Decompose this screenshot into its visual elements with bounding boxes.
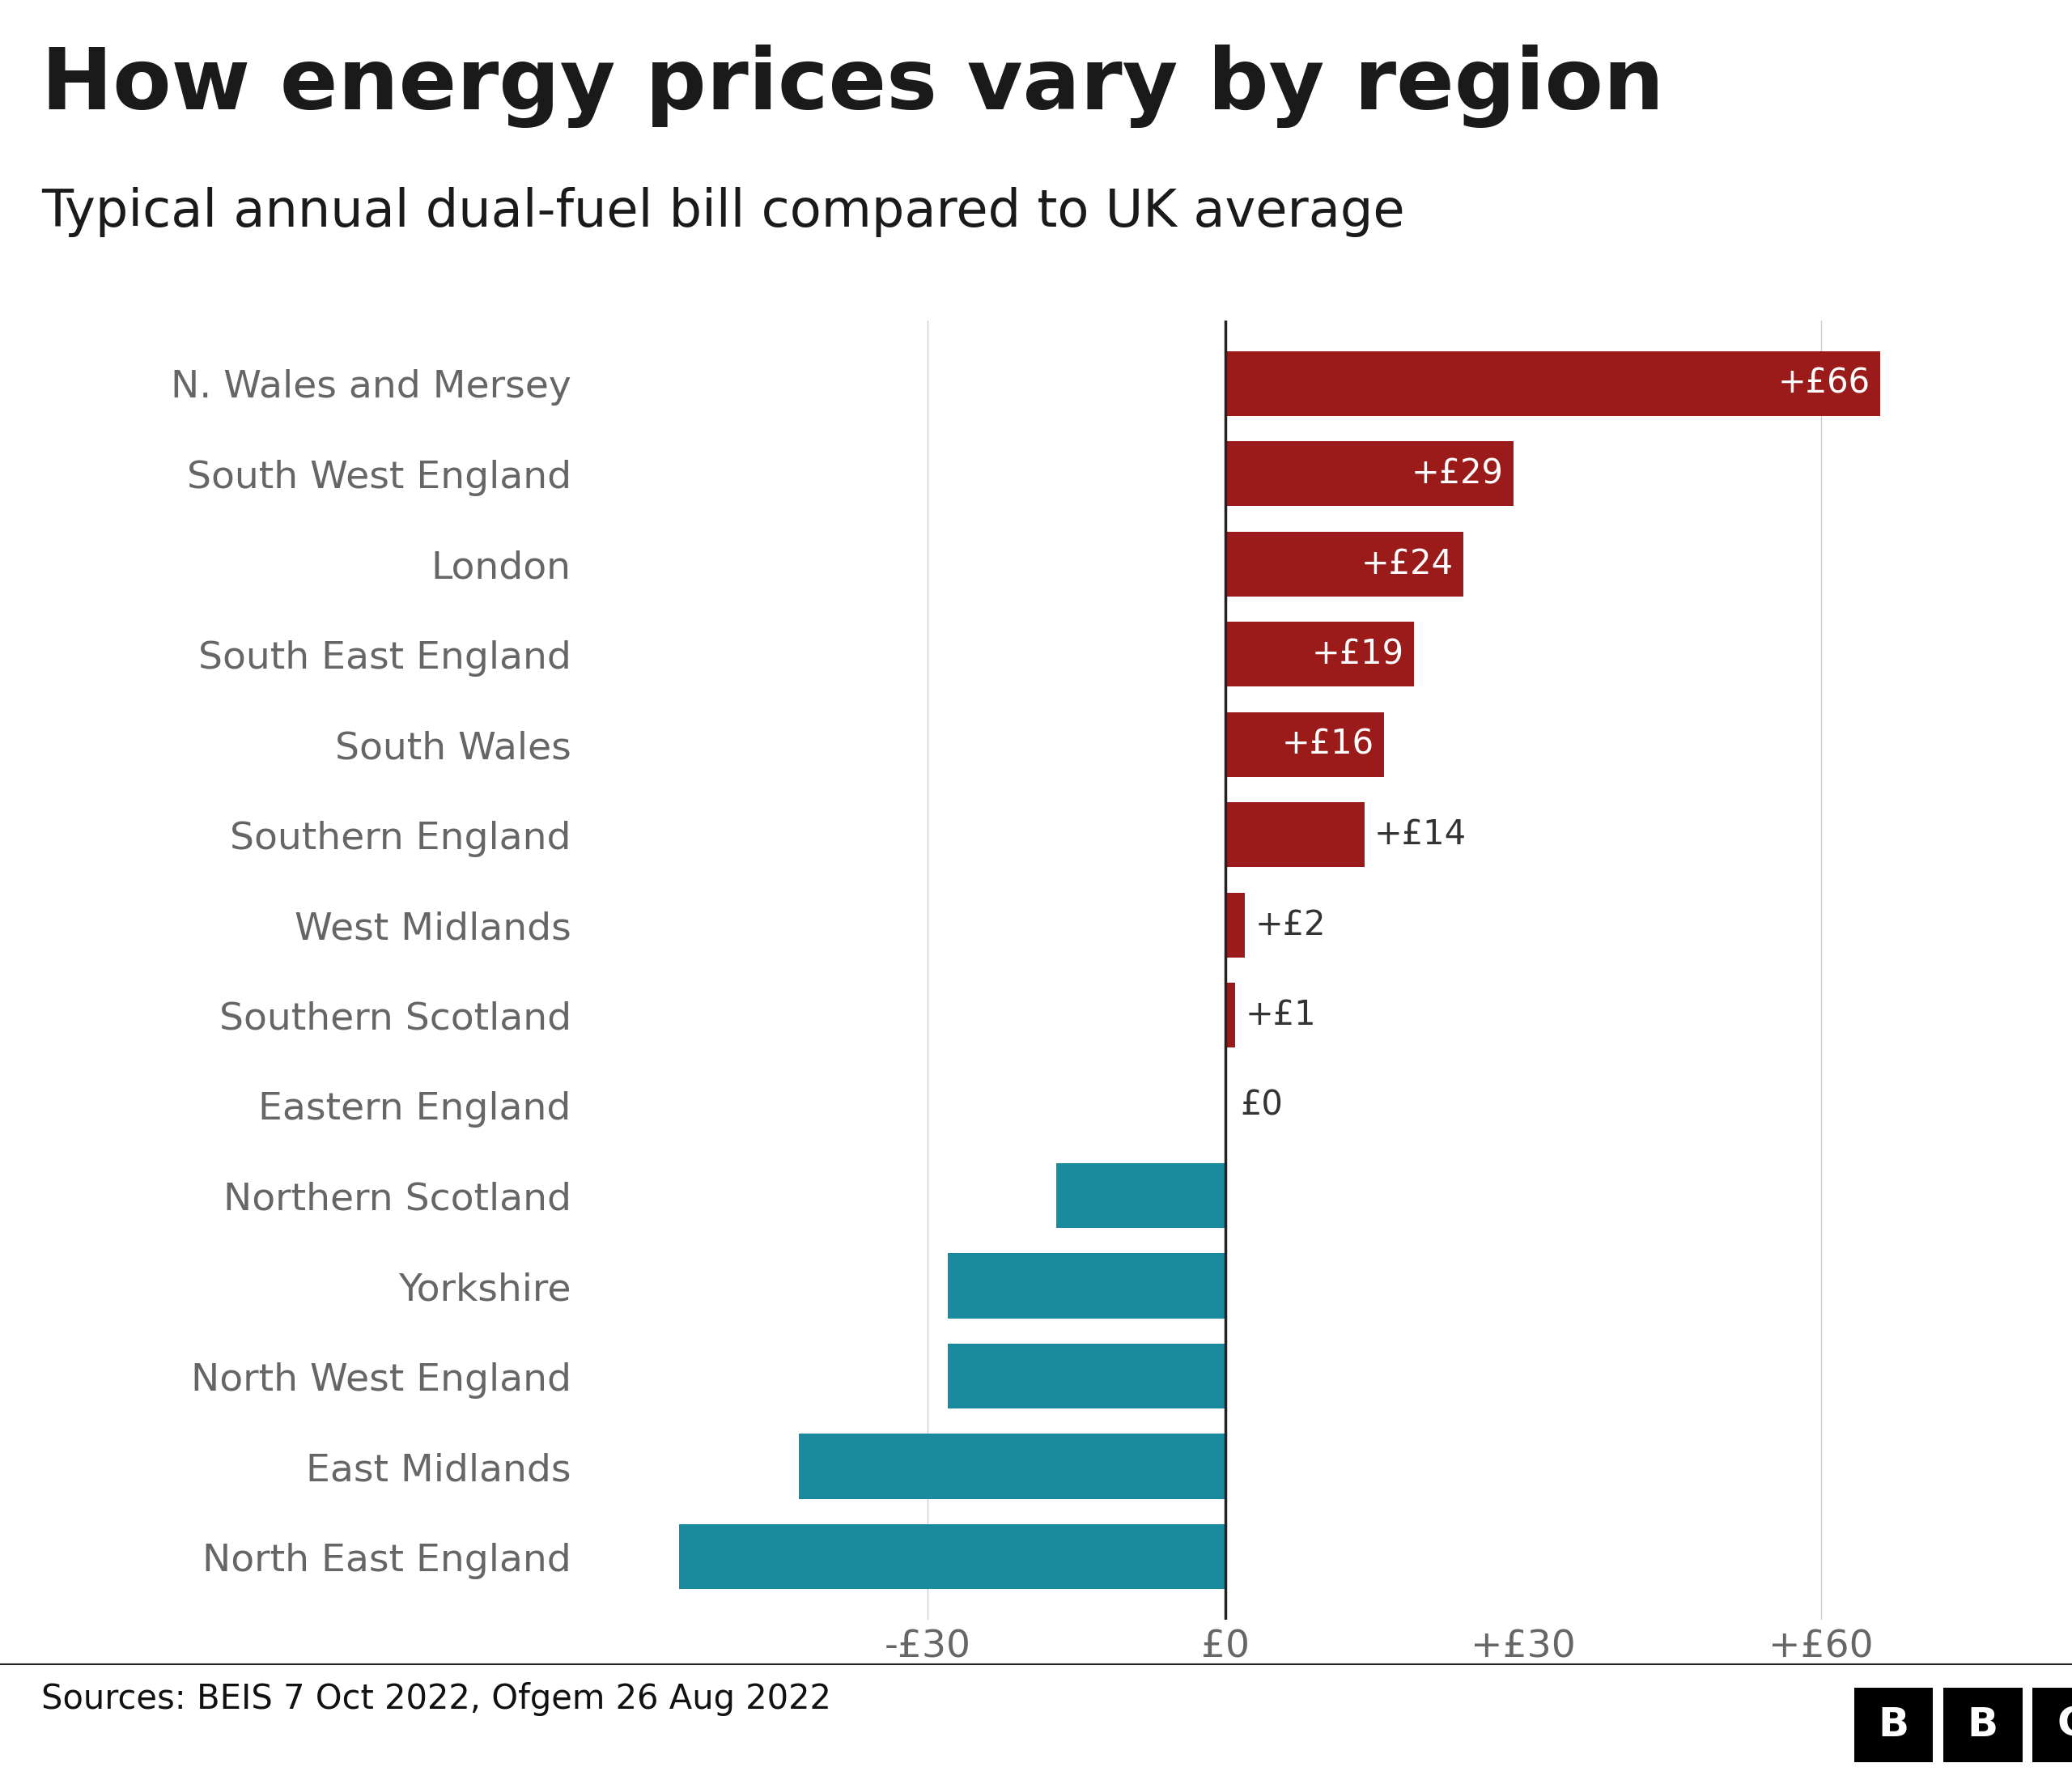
Bar (947, 1344, 1225, 1408)
Text: +£19: +£19 (1312, 637, 1405, 671)
Bar (1225, 441, 1513, 506)
Text: B: B (1968, 1705, 1997, 1744)
Bar (680, 1524, 1225, 1590)
Text: £0: £0 (1241, 1088, 1283, 1123)
Text: B: B (1879, 1705, 1908, 1744)
Text: +£66: +£66 (1778, 367, 1871, 400)
Bar (1225, 892, 1245, 958)
Text: Typical annual dual-fuel bill compared to UK average: Typical annual dual-fuel bill compared t… (41, 187, 1405, 237)
Bar (1225, 621, 1413, 687)
Text: +£24: +£24 (1361, 546, 1455, 580)
Bar (1225, 351, 1881, 417)
Bar (1225, 532, 1463, 596)
Text: Sources: BEIS 7 Oct 2022, Ofgem 26 Aug 2022: Sources: BEIS 7 Oct 2022, Ofgem 26 Aug 2… (41, 1682, 831, 1716)
Bar (947, 1253, 1225, 1319)
Text: +£2: +£2 (1256, 908, 1326, 942)
Text: C: C (2057, 1705, 2072, 1744)
Text: +£29: +£29 (1411, 457, 1502, 491)
Text: -£17: -£17 (1245, 1178, 1322, 1212)
Bar (1225, 983, 1235, 1048)
Text: +£14: +£14 (1374, 817, 1467, 853)
Text: +£16: +£16 (1283, 728, 1374, 762)
Bar (798, 1435, 1225, 1499)
Text: +£1: +£1 (1245, 999, 1316, 1032)
Bar (1225, 803, 1363, 867)
Text: How energy prices vary by region: How energy prices vary by region (41, 44, 1664, 128)
Text: -£55: -£55 (1245, 1540, 1322, 1574)
Bar (1057, 1162, 1225, 1228)
Text: -£43: -£43 (1245, 1449, 1322, 1483)
Text: -£28: -£28 (1245, 1269, 1322, 1303)
Bar (1225, 712, 1384, 778)
Text: -£28: -£28 (1245, 1360, 1322, 1394)
